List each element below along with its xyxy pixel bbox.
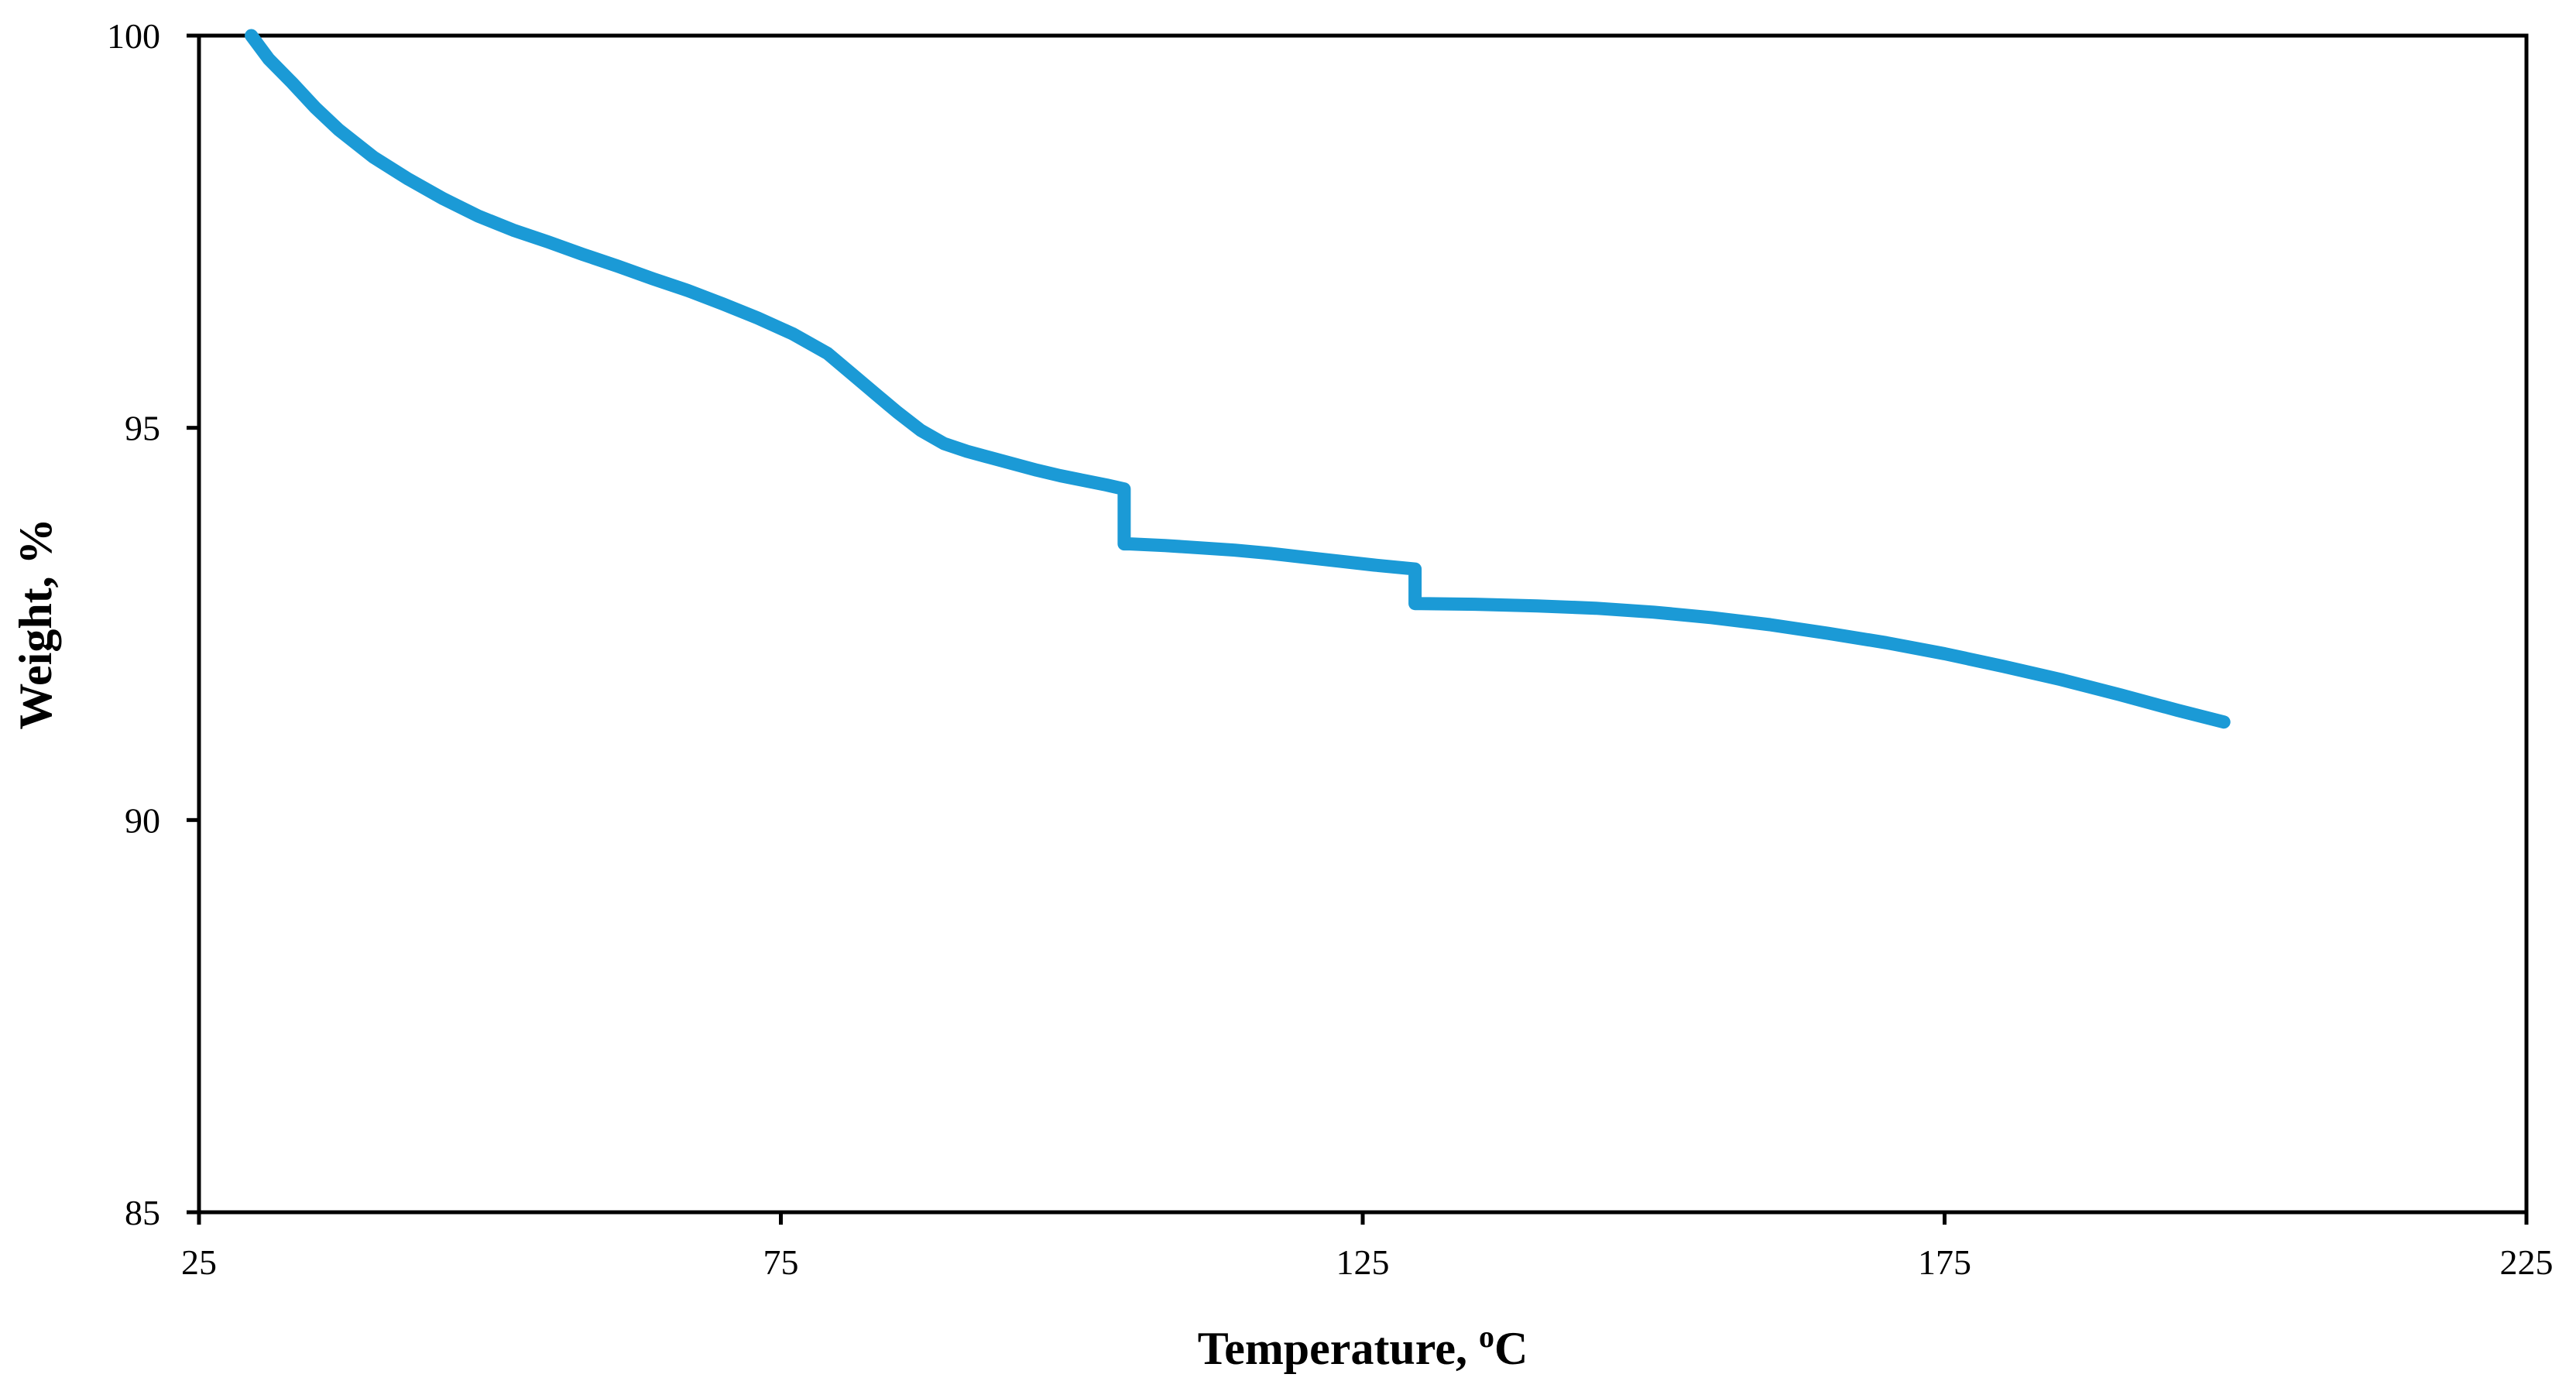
y-tick-label: 95 [125,409,160,448]
x-tick-label: 125 [1336,1242,1390,1282]
x-tick-label: 225 [2500,1242,2554,1282]
x-axis-tick-labels: 25 75 125 175 225 [181,1242,2554,1282]
y-axis-title: Weight, % [10,518,61,729]
x-axis-title-unit: C [1494,1323,1528,1374]
y-tick-label: 100 [107,16,160,56]
y-axis-tick-labels: 85 90 95 100 [107,16,160,1232]
x-axis-title-text: Temperature, [1198,1323,1479,1374]
plot-frame [197,33,2529,1215]
x-axis-title: Temperature, oC [1198,1319,1528,1374]
x-axis-title-superscript: o [1479,1319,1494,1354]
x-tick-label: 175 [1918,1242,1971,1282]
x-tick-label: 25 [181,1242,217,1282]
x-axis-ticks [197,1212,2529,1225]
x-tick-label: 75 [763,1242,799,1282]
y-tick-label: 85 [125,1193,160,1232]
y-tick-label: 90 [125,800,160,840]
y-axis-ticks [187,33,199,1215]
series-line-weight [245,29,2231,729]
